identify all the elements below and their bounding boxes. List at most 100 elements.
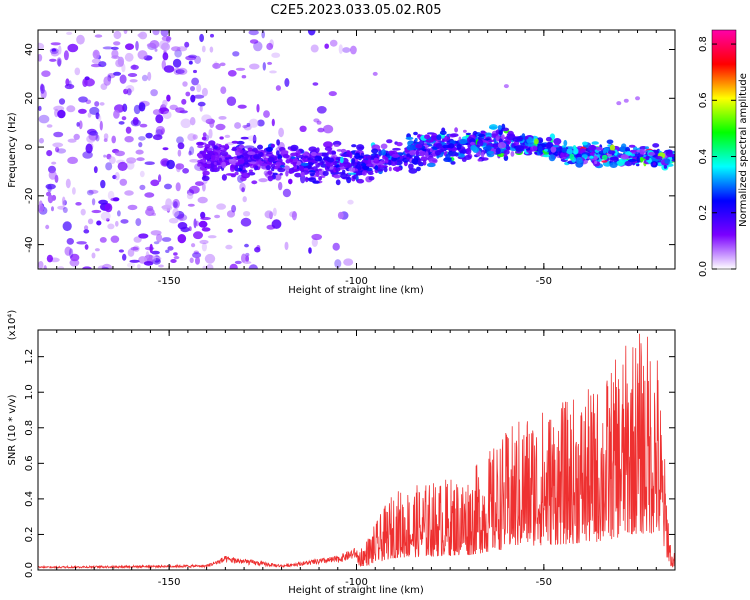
spectrogram-cell [438, 149, 444, 153]
spectrogram-cell [366, 163, 374, 167]
spectrogram-cell [267, 61, 273, 65]
spectrogram-cell [280, 150, 289, 155]
spectrogram-cell [425, 139, 434, 143]
spectrogram-cell [163, 65, 175, 73]
spectrogram-cell [561, 147, 568, 153]
spectrogram-cell [206, 162, 211, 169]
spectrogram-cell [224, 143, 229, 148]
spectrogram-cell [486, 150, 495, 155]
spectrogram-y-ticks: -40 -20 0 20 40 [24, 43, 675, 253]
spectrogram-cell [38, 203, 45, 213]
spectrogram-cell [542, 154, 551, 158]
spectrogram-cell [91, 198, 96, 206]
spectrogram-cell [442, 144, 451, 149]
colorbar-tick-label: 0.0 [698, 261, 709, 277]
spectrogram-cell [595, 146, 603, 151]
spectrogram-cell [115, 59, 124, 68]
spectrogram-cell [264, 210, 274, 219]
spectrogram-cell [367, 158, 372, 166]
spectrogram-cell [118, 121, 125, 125]
spectrogram-cell [126, 157, 137, 164]
spectrogram-cell [92, 49, 100, 59]
spectrogram-cell [271, 118, 275, 127]
spectrogram-cell [144, 161, 155, 165]
spectrogram-cell [109, 156, 116, 164]
spectrogram-cell [383, 167, 388, 173]
spectrogram-cell [594, 160, 598, 164]
spectrogram-cell [253, 153, 262, 160]
spectrogram-cell [415, 143, 423, 149]
spectrogram-cell [342, 47, 351, 53]
spectrogram-cell [318, 176, 322, 181]
spectrogram-cell [41, 70, 51, 77]
spectrogram-cell [195, 256, 200, 265]
spectrogram-cell [196, 83, 202, 93]
spectrogram-cell [166, 94, 171, 102]
y-tick-label: 1.0 [24, 384, 35, 400]
spectrogram-cell [123, 30, 128, 34]
spectrogram-cell [527, 143, 534, 147]
spectrogram-cell [201, 114, 212, 123]
spectrogram-cell [363, 155, 367, 159]
spectrogram-cell [374, 165, 378, 171]
spectrogram-cell [275, 85, 281, 91]
spectrogram-cell [49, 47, 59, 55]
spectrogram-cell [631, 153, 635, 157]
spectrogram-cell [413, 158, 418, 165]
spectrogram-cell [129, 259, 140, 263]
spectrogram-cell [347, 172, 357, 175]
spectrogram-cell [145, 251, 150, 259]
spectrogram-cell [590, 151, 595, 156]
spectrogram-cell [303, 167, 309, 171]
spectrogram-cell [166, 159, 175, 170]
spectrogram-cell [241, 187, 245, 193]
spectrogram-cell [429, 147, 433, 153]
spectrogram-cell [162, 147, 169, 151]
spectrogram-cell [372, 71, 378, 76]
spectrogram-cell [50, 50, 60, 57]
spectrogram-cell [53, 131, 64, 138]
spectrogram-cell [582, 141, 588, 146]
spectrogram-cell [127, 204, 138, 211]
colorbar-label: Normalized spectral amplitude [738, 73, 749, 227]
spectrogram-x-label: Height of straight line (km) [288, 285, 424, 296]
spectrogram-cell [129, 79, 138, 83]
x-tick-label: -100 [345, 276, 368, 287]
spectrogram-cell [257, 119, 265, 127]
spectrogram-cell [373, 157, 379, 162]
spectrogram-cell [225, 173, 235, 176]
spectrogram-cell [188, 54, 197, 59]
spectrogram-cell [311, 238, 318, 247]
spectrogram-cell [350, 45, 357, 55]
spectrogram-cell [193, 218, 197, 229]
spectrogram-cell [119, 74, 127, 84]
spectrogram-cell [229, 263, 238, 269]
spectrogram-cell [231, 148, 237, 152]
spectrogram-cell [80, 208, 86, 216]
spectrogram-cell [56, 148, 67, 154]
spectrogram-cell [213, 161, 217, 166]
spectrogram-cell [40, 83, 44, 91]
spectrogram-cell [198, 220, 208, 228]
spectrogram-cell [225, 157, 229, 160]
spectrogram-cell [284, 78, 290, 87]
spectrogram-cell [234, 171, 239, 176]
spectrogram-cell [117, 161, 128, 171]
spectrogram-cell [93, 166, 98, 174]
spectrogram-cell [417, 158, 422, 165]
spectrogram-cell [89, 106, 100, 115]
spectrogram-cell [158, 174, 162, 183]
spectrogram-cell [201, 227, 211, 232]
spectrogram-cell [416, 166, 421, 172]
spectrogram-cell [61, 196, 66, 207]
snr-y-ticks: 0.0 0.2 0.4 0.6 0.8 1.0 1.2 [24, 349, 675, 578]
spectrogram-cell [174, 49, 182, 58]
spectrogram-cell [314, 155, 323, 162]
spectrogram-cell [241, 75, 247, 79]
spectrogram-cell [193, 69, 197, 74]
spectrogram-cell [299, 125, 307, 132]
spectrogram-cell [602, 148, 607, 154]
spectrogram-cell [367, 172, 374, 176]
spectrogram-cell [218, 116, 227, 120]
spectrogram-cell [120, 219, 129, 224]
